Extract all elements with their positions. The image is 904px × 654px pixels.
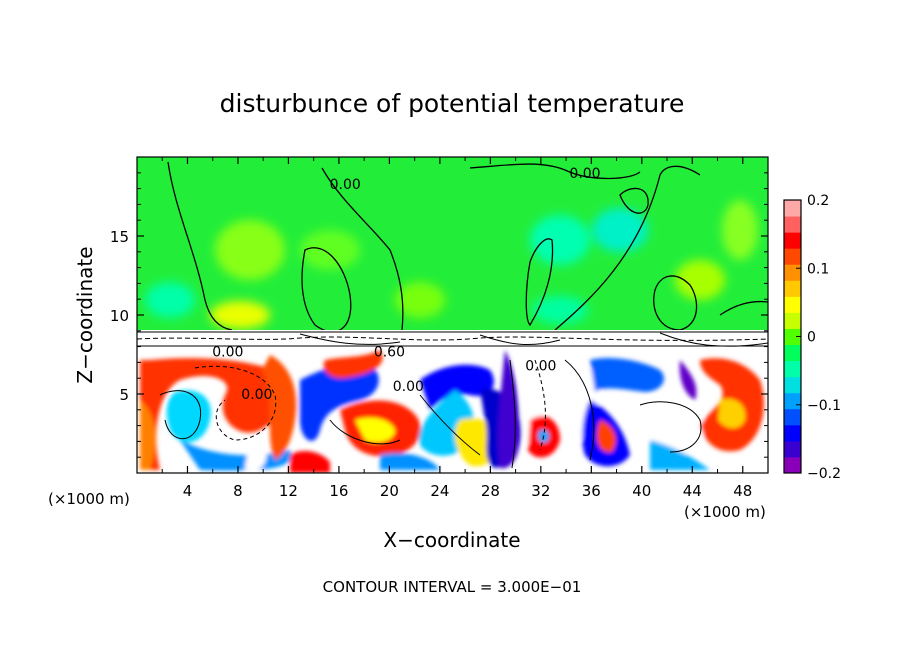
x-tick-label: 12: [279, 482, 298, 500]
x-tick-label: 20: [380, 482, 399, 500]
contour-label: 0.00: [525, 359, 556, 375]
y-axis-label: Z−coordinate: [73, 246, 97, 383]
colorbar-swatch: [784, 424, 801, 442]
x-axis-label: X−coordinate: [383, 528, 520, 552]
contour-label: 0.00: [212, 344, 243, 360]
x-tick-label: 36: [582, 482, 601, 500]
x-tick-label: 16: [329, 482, 348, 500]
x-tick-label: 4: [183, 482, 193, 500]
heatmap-field: 0.00 0.00 0.00 0.60 0.00 0.00 0.00: [137, 157, 768, 473]
colorbar-swatch: [784, 248, 801, 265]
colorbar-tick-label: −0.2: [807, 466, 841, 482]
colorbar-tick-label: 0.1: [807, 261, 829, 277]
contour-label: 0.00: [241, 387, 272, 403]
x-axis-unit-right: (×1000 m): [684, 503, 766, 521]
colorbar-tick-label: −0.1: [807, 398, 841, 414]
colorbar-swatch: [784, 360, 801, 378]
y-tick-label: 10: [110, 307, 129, 325]
x-tick-label: 48: [733, 482, 752, 500]
colorbar-swatch: [784, 264, 801, 281]
colorbar-tick-label: 0: [807, 330, 816, 346]
x-tick-label: 24: [430, 482, 449, 500]
contour-label: 0.00: [393, 379, 424, 395]
x-axis: 4 8 12 16 20 24 28 32 36 40 44 48: [161, 157, 752, 500]
colorbar-swatch: [784, 392, 801, 410]
x-axis-unit-left: (×1000 m): [48, 490, 130, 508]
contour-labels: 0.00 0.00 0.00 0.60 0.00 0.00 0.00: [212, 166, 600, 403]
colorbar-swatch: [784, 328, 801, 346]
colorbar-tick-label: 0.2: [807, 193, 829, 209]
x-tick-label: 32: [531, 482, 550, 500]
colorbar-swatch: [784, 280, 801, 297]
colorbar-swatch: [784, 216, 801, 233]
colorbar-swatch: [784, 312, 801, 329]
colorbar-swatch: [784, 408, 801, 426]
colorbar-swatch: [784, 440, 801, 458]
x-tick-label: 40: [632, 482, 651, 500]
colorbar-swatch: [784, 376, 801, 394]
x-tick-label: 44: [683, 482, 702, 500]
colorbar: 0.2 0.1 0 −0.1 −0.2: [783, 193, 841, 482]
chart-title: disturbunce of potential temperature: [220, 89, 685, 118]
colorbar-swatch: [784, 232, 801, 249]
x-tick-label: 28: [481, 482, 500, 500]
contour-label: 0.00: [330, 177, 361, 193]
colorbar-swatch: [784, 200, 801, 217]
contour-interval-annotation: CONTOUR INTERVAL = 3.000E−01: [323, 578, 582, 596]
y-tick-label: 5: [119, 386, 129, 404]
x-tick-label: 8: [233, 482, 243, 500]
contour-label: 0.00: [569, 166, 600, 182]
colorbar-swatch: [784, 456, 801, 474]
colorbar-swatch: [784, 344, 801, 362]
y-tick-label: 15: [110, 228, 129, 246]
colorbar-swatch: [784, 296, 801, 313]
contour-label: 0.60: [374, 344, 405, 360]
y-axis: 5 10 15: [110, 172, 768, 458]
